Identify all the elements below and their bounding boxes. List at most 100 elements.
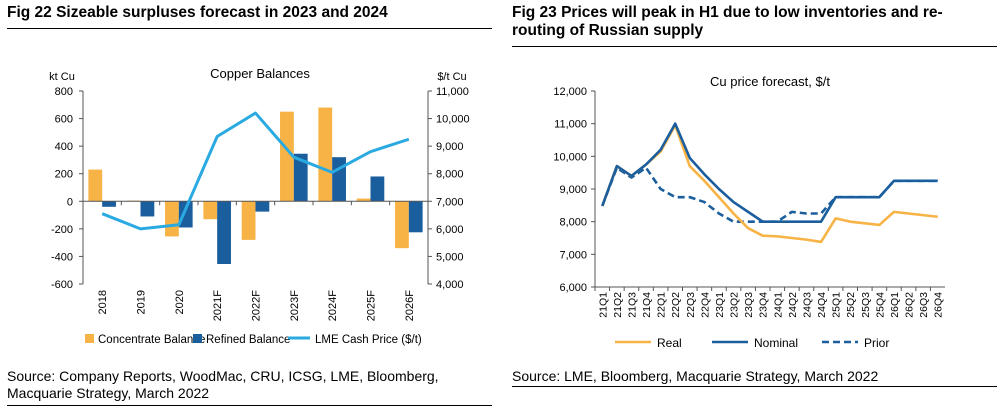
refined-balance-bar xyxy=(140,201,155,217)
chart2-category-label: 22Q1 xyxy=(656,292,668,318)
chart2-y-tick-label: 11,000 xyxy=(554,119,587,131)
fig23-source: Source: LME, Bloomberg, Macquarie Strate… xyxy=(512,368,879,384)
chart2-y-tick-label: 12,000 xyxy=(553,86,587,98)
fig22-title-rule xyxy=(7,28,492,29)
chart2-category-label: 26Q2 xyxy=(904,292,916,318)
chart2-category-label: 25Q2 xyxy=(845,292,857,318)
chart1-right-tick-label: 6,000 xyxy=(436,224,464,236)
chart2-category-label: 22Q3 xyxy=(685,292,697,318)
refined-balance-bar xyxy=(178,201,193,228)
chart1-title: Copper Balances xyxy=(210,66,310,81)
chart1-left-tick-label: -400 xyxy=(51,251,73,263)
chart1-category-label: 2025F xyxy=(366,290,378,321)
chart1-category-label: 2018 xyxy=(97,290,109,314)
chart2-category-label: 25Q3 xyxy=(860,292,872,318)
chart2-category-label: 23Q3 xyxy=(743,292,755,318)
chart1-right-tick-label: 4,000 xyxy=(436,279,464,291)
chart2-category-label: 21Q1 xyxy=(597,292,609,318)
chart2-category-label: 24Q2 xyxy=(787,292,799,318)
chart2-category-label: 22Q4 xyxy=(699,292,711,318)
fig22-title: Fig 22 Sizeable surpluses forecast in 20… xyxy=(7,4,388,21)
chart2-y-tick-label: 9,000 xyxy=(559,184,587,196)
concentrate-balance-bar xyxy=(318,107,333,202)
chart2-category-label: 25Q1 xyxy=(831,292,843,318)
chart2-category-label: 23Q2 xyxy=(729,292,741,318)
copper-balances-chart: Copper Balances kt Cu $/t Cu 800 600 400 20… xyxy=(49,66,470,346)
refined-balance-bar xyxy=(293,153,308,202)
nominal-price-line xyxy=(601,122,938,223)
refined-balance-bar xyxy=(332,157,346,202)
refined-balance-bar xyxy=(217,201,231,265)
cu-price-forecast-chart: Cu price forecast, $/t 12,000 11,000 10,00… xyxy=(553,74,945,350)
chart1-left-tick-label: -200 xyxy=(51,224,73,236)
chart1-right-tick-label: 8,000 xyxy=(436,169,464,181)
concentrate-balance-bar xyxy=(395,201,409,249)
legend-concentrate-balance-swatch xyxy=(85,334,94,343)
chart1-category-label: 2021F xyxy=(212,290,224,321)
chart1-category-label: 2020 xyxy=(174,290,186,314)
chart1-right-tick-label: 7,000 xyxy=(436,196,464,208)
concentrate-balance-bar xyxy=(88,169,103,202)
chart2-category-label: 25Q4 xyxy=(874,292,886,318)
legend-lme-cash-price-label: LME Cash Price ($/t) xyxy=(315,334,422,346)
chart2-category-label: 26Q4 xyxy=(933,292,945,318)
chart2-category-label: 24Q3 xyxy=(801,292,813,318)
chart2-category-label: 23Q4 xyxy=(758,292,770,318)
chart2-y-tick-label: 7,000 xyxy=(559,249,587,261)
fig22-bottom-rule xyxy=(7,405,492,406)
chart1-right-axis-unit: $/t Cu xyxy=(437,71,466,83)
chart2-title: Cu price forecast, $/t xyxy=(710,74,830,89)
chart1-left-tick-label: -600 xyxy=(51,279,73,291)
fig23-title-rule xyxy=(512,46,997,47)
concentrate-balance-bar xyxy=(203,201,218,220)
refined-balance-bar xyxy=(408,201,423,233)
chart1-category-label: 2019 xyxy=(136,290,148,314)
legend-prior-label: Prior xyxy=(864,336,889,350)
chart1-right-tick-label: 10,000 xyxy=(436,114,470,126)
refined-balance-bar xyxy=(102,201,116,207)
chart2-category-label: 26Q3 xyxy=(918,292,930,318)
chart2-category-label: 22Q2 xyxy=(670,292,682,318)
legend-real-label: Real xyxy=(657,336,682,350)
chart2-category-label: 23Q1 xyxy=(714,292,726,318)
concentrate-balance-bar xyxy=(280,111,294,202)
chart2-category-label: 21Q3 xyxy=(626,292,638,318)
chart1-left-tick-label: 400 xyxy=(55,141,73,153)
concentrate-balance-bar xyxy=(165,201,179,237)
legend-refined-balance-swatch xyxy=(193,334,202,343)
fig22-source: Source: Company Reports, WoodMac, CRU, I… xyxy=(7,368,439,401)
fig23-title: Fig 23 Prices will peak in H1 due to low… xyxy=(512,4,943,39)
chart1-left-tick-label: 600 xyxy=(55,114,73,126)
legend-refined-balance-label: Refined Balance xyxy=(206,334,290,346)
chart2-category-label: 24Q1 xyxy=(772,292,784,318)
chart2-category-label: 21Q2 xyxy=(612,292,624,318)
lme-cash-price-line xyxy=(101,111,410,231)
fig22-panel: Fig 22 Sizeable surpluses forecast in 20… xyxy=(0,0,495,415)
concentrate-balance-bar xyxy=(241,201,256,240)
chart2-category-label: 26Q1 xyxy=(889,292,901,318)
chart1-left-tick-label: 200 xyxy=(55,169,73,181)
chart1-right-tick-label: 9,000 xyxy=(436,141,464,153)
legend-nominal-label: Nominal xyxy=(754,336,798,350)
concentrate-balance-bar xyxy=(356,198,371,202)
refined-balance-bar xyxy=(370,176,385,202)
chart2-category-label: 24Q4 xyxy=(816,292,828,318)
chart2-y-tick-label: 6,000 xyxy=(559,282,587,294)
chart2-category-label: 21Q4 xyxy=(641,292,653,318)
chart1-right-tick-label: 5,000 xyxy=(436,251,464,263)
chart2-y-tick-label: 10,000 xyxy=(553,151,587,163)
chart1-category-label: 2026F xyxy=(404,290,416,321)
fig23-bottom-rule xyxy=(512,386,997,387)
chart1-category-label: 2023F xyxy=(289,290,301,321)
legend-concentrate-balance-label: Concentrate Balance xyxy=(98,334,205,346)
refined-balance-bar xyxy=(255,201,270,212)
prior-price-line xyxy=(601,166,938,223)
real-price-line xyxy=(601,124,938,244)
chart2-y-tick-label: 8,000 xyxy=(559,217,587,229)
chart1-left-tick-label: 0 xyxy=(67,196,73,208)
chart1-category-label: 2024F xyxy=(327,290,339,321)
chart1-left-tick-label: 800 xyxy=(55,86,73,98)
chart1-category-label: 2022F xyxy=(251,290,263,321)
chart1-left-axis-unit: kt Cu xyxy=(49,71,75,83)
fig23-panel: Fig 23 Prices will peak in H1 due to low… xyxy=(505,0,1000,415)
